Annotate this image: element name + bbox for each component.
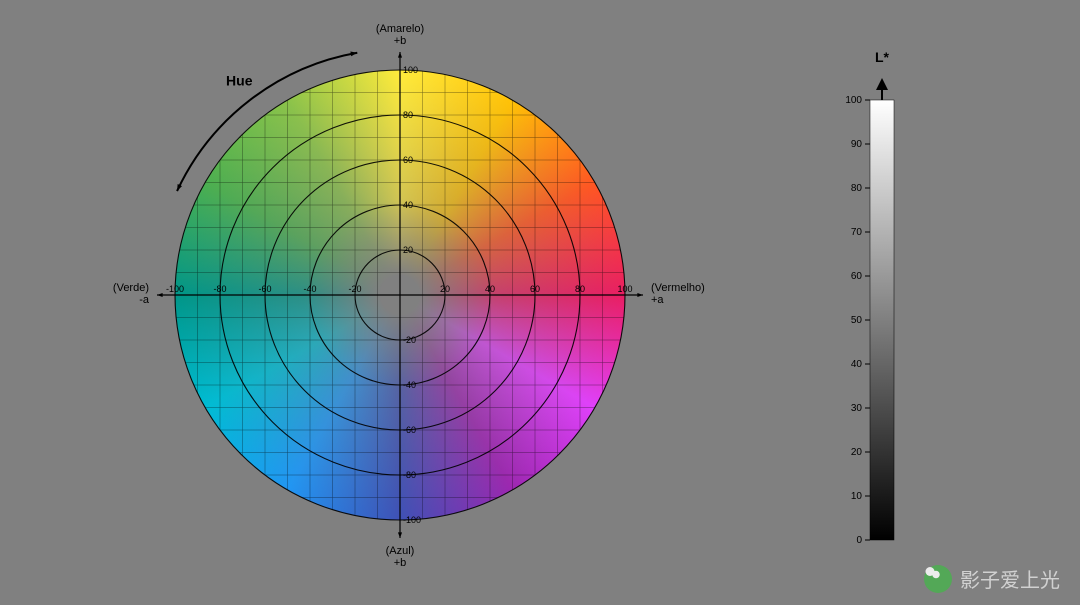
svg-text:(Vermelho): (Vermelho) — [651, 282, 705, 294]
watermark: 影子爱上光 — [924, 564, 1060, 593]
svg-text:30: 30 — [851, 403, 863, 414]
svg-text:-100: -100 — [166, 284, 184, 294]
svg-text:-60: -60 — [403, 425, 416, 435]
svg-text:90: 90 — [851, 139, 863, 150]
svg-text:-20: -20 — [348, 284, 361, 294]
svg-text:60: 60 — [851, 271, 863, 282]
svg-text:20: 20 — [851, 447, 863, 458]
svg-text:0: 0 — [856, 535, 862, 546]
svg-text:60: 60 — [530, 284, 540, 294]
svg-text:80: 80 — [575, 284, 585, 294]
svg-text:L*: L* — [875, 49, 890, 65]
svg-text:100: 100 — [845, 95, 862, 106]
svg-text:-80: -80 — [213, 284, 226, 294]
svg-text:70: 70 — [851, 227, 863, 238]
svg-text:10: 10 — [851, 491, 863, 502]
svg-text:-a: -a — [139, 294, 150, 306]
svg-text:50: 50 — [851, 315, 863, 326]
svg-text:+b: +b — [394, 557, 407, 569]
svg-text:40: 40 — [485, 284, 495, 294]
svg-text:(Verde): (Verde) — [113, 282, 149, 294]
svg-text:-80: -80 — [403, 470, 416, 480]
svg-text:+a: +a — [651, 294, 664, 306]
watermark-text: 影子爱上光 — [960, 564, 1060, 593]
svg-text:-40: -40 — [303, 284, 316, 294]
svg-text:-60: -60 — [258, 284, 271, 294]
svg-text:100: 100 — [617, 284, 632, 294]
svg-text:(Amarelo): (Amarelo) — [376, 23, 424, 35]
svg-text:+b: +b — [394, 35, 407, 47]
svg-text:40: 40 — [851, 359, 863, 370]
svg-text:-20: -20 — [403, 335, 416, 345]
svg-text:20: 20 — [440, 284, 450, 294]
wechat-icon — [924, 565, 952, 593]
svg-text:40: 40 — [403, 200, 413, 210]
svg-text:100: 100 — [403, 65, 418, 75]
svg-text:80: 80 — [403, 110, 413, 120]
wheel-grid — [0, 0, 895, 605]
svg-text:20: 20 — [403, 245, 413, 255]
svg-text:-40: -40 — [403, 380, 416, 390]
lab-color-diagram: 20406080100-100-80-60-40-2010080604020-2… — [0, 0, 1080, 605]
svg-text:Hue: Hue — [226, 73, 253, 89]
svg-text:-100: -100 — [403, 515, 421, 525]
svg-text:(Azul): (Azul) — [386, 545, 415, 557]
svg-text:60: 60 — [403, 155, 413, 165]
svg-text:80: 80 — [851, 183, 863, 194]
